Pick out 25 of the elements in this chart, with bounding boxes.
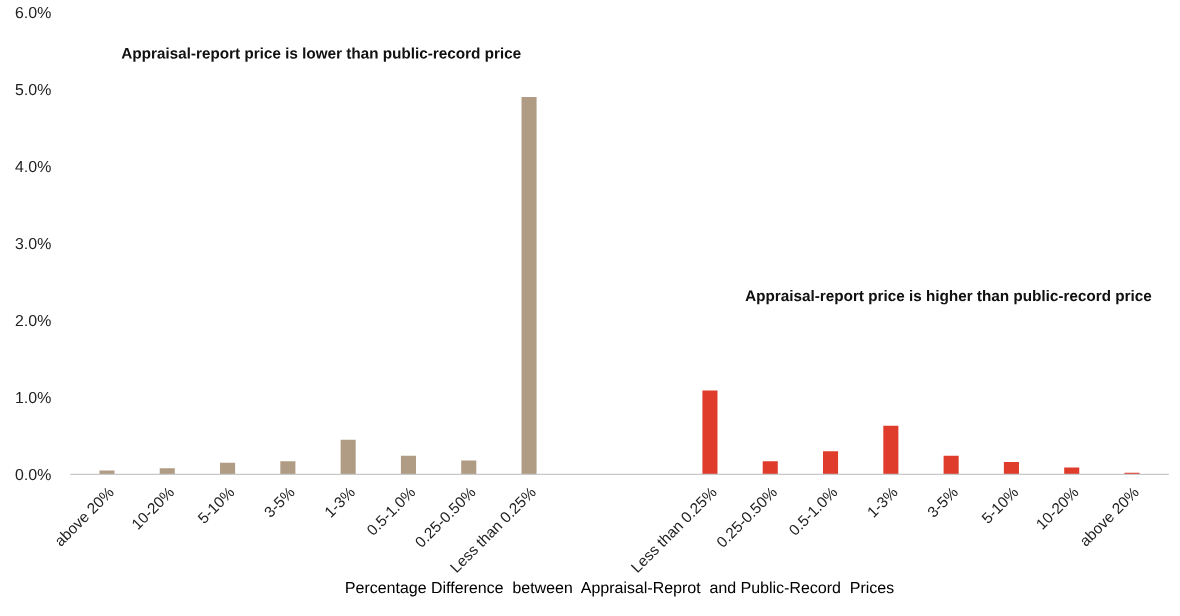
- bar: [159, 468, 175, 475]
- bar: [280, 461, 296, 475]
- y-tick-label: 6.0%: [15, 6, 51, 19]
- x-axis-title: Percentage Difference between Appraisal-Reprot and Public-Record Prices: [346, 581, 894, 597]
- y-tick-label: 0.0%: [15, 468, 51, 481]
- annotation: Appraisal-report price is higher than public-record price: [745, 290, 1152, 305]
- bar: [943, 455, 959, 475]
- y-tick-label: 2.0%: [15, 314, 51, 327]
- bar: [1064, 467, 1080, 475]
- bar: [702, 390, 718, 475]
- bar: [1003, 462, 1019, 475]
- annotation: Appraisal-report price is lower than public-record price: [121, 47, 521, 62]
- y-tick-label: 5.0%: [15, 83, 51, 96]
- y-tick-label: 4.0%: [15, 160, 51, 173]
- bar: [220, 462, 236, 475]
- bar: [762, 461, 778, 475]
- y-tick-label: 3.0%: [15, 237, 51, 250]
- bar: [823, 451, 839, 475]
- bar: [461, 460, 477, 475]
- bar: [340, 439, 356, 475]
- y-tick-label: 1.0%: [16, 391, 51, 404]
- bar: [99, 470, 115, 475]
- bar: [400, 455, 416, 475]
- bar: [883, 425, 899, 475]
- bar: [521, 97, 537, 475]
